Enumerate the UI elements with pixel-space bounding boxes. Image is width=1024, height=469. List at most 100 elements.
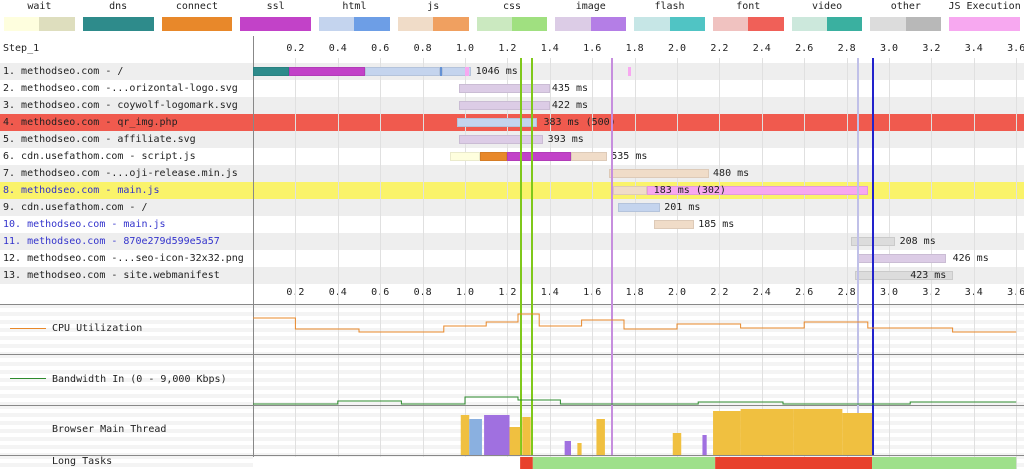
legend-swatch-dark bbox=[905, 17, 942, 31]
request-bar[interactable] bbox=[365, 67, 440, 76]
request-time: 435 ms bbox=[551, 83, 589, 94]
legend-swatch bbox=[949, 17, 1020, 31]
grid-line bbox=[846, 58, 848, 469]
legend-swatch bbox=[82, 17, 154, 31]
legend-swatch bbox=[161, 17, 233, 31]
request-label[interactable]: 13. methodseo.com - site.webmanifest bbox=[3, 270, 220, 281]
request-time: 383 ms (500) bbox=[543, 117, 616, 128]
request-bar[interactable] bbox=[458, 84, 550, 93]
request-bar[interactable] bbox=[609, 169, 709, 178]
request-bar[interactable] bbox=[458, 101, 550, 110]
legend-swatch bbox=[4, 17, 75, 31]
request-label[interactable]: 8. methodseo.com - main.js bbox=[3, 185, 160, 196]
graph-stripe bbox=[0, 378, 1024, 382]
request-bar[interactable] bbox=[653, 220, 694, 229]
request-bar[interactable] bbox=[289, 67, 366, 76]
legend-item: video bbox=[788, 0, 867, 36]
section-divider bbox=[0, 455, 1024, 456]
request-bar[interactable] bbox=[458, 135, 544, 144]
tick-label-top: 2.0 bbox=[667, 43, 687, 54]
table-row bbox=[0, 250, 1024, 267]
legend-swatch-light bbox=[476, 17, 512, 31]
tick-label-top: 1.8 bbox=[625, 43, 644, 54]
request-label[interactable]: 11. methodseo.com - 870e279d599e5a57 bbox=[3, 236, 220, 247]
table-row bbox=[0, 165, 1024, 182]
tick-label-top: 2.8 bbox=[837, 43, 856, 54]
legend-swatch-light bbox=[791, 17, 828, 31]
legend-swatch-light bbox=[712, 17, 749, 31]
table-row bbox=[0, 216, 1024, 233]
graph-label: Bandwidth In (0 - 9,000 Kbps) bbox=[0, 373, 253, 387]
legend-label: css bbox=[502, 1, 522, 12]
request-bar[interactable] bbox=[441, 67, 472, 76]
main-thread-activity bbox=[793, 409, 843, 455]
graph-label: CPU Utilization bbox=[0, 322, 253, 336]
legend-item: image bbox=[551, 0, 630, 36]
legend-swatch bbox=[397, 17, 469, 31]
tick-label-top: 3.2 bbox=[922, 43, 941, 54]
main-thread-activity bbox=[460, 415, 470, 455]
request-bar[interactable] bbox=[647, 186, 868, 195]
request-label[interactable]: 5. methodseo.com - affiliate.svg bbox=[3, 134, 196, 145]
request-bar[interactable] bbox=[450, 152, 480, 161]
legend-item: connect bbox=[158, 0, 237, 36]
graph-label: Long Tasks bbox=[0, 455, 253, 469]
legend-swatch-dark bbox=[984, 17, 1020, 31]
request-bar[interactable] bbox=[571, 152, 608, 161]
onload-line bbox=[872, 58, 875, 455]
table-row bbox=[0, 267, 1024, 284]
grid-line bbox=[592, 58, 594, 469]
main-thread-activity bbox=[509, 427, 521, 455]
legend-item: other bbox=[866, 0, 945, 36]
legend-item: wait bbox=[0, 0, 79, 36]
request-label[interactable]: 7. methodseo.com -...oji-release.min.js bbox=[3, 168, 238, 179]
request-bar[interactable] bbox=[253, 67, 290, 76]
request-time: 185 ms bbox=[698, 219, 735, 230]
grid-line bbox=[804, 58, 806, 469]
legend-swatch-dark bbox=[748, 17, 784, 31]
waterfall-chart: Step_1 1. methodseo.com - / 2. methodseo.… bbox=[0, 36, 1024, 469]
request-label[interactable]: 6. cdn.usefathom.com - script.js bbox=[3, 151, 196, 162]
graph-label-text: Browser Main Thread bbox=[52, 424, 167, 435]
request-label[interactable]: 10. methodseo.com - main.js bbox=[3, 219, 166, 230]
legend-label: other bbox=[890, 1, 921, 12]
column-divider bbox=[253, 36, 254, 469]
legend-swatch-light bbox=[949, 17, 985, 31]
request-label[interactable]: 2. methodseo.com -...orizontal-logo.svg bbox=[3, 83, 238, 94]
legend-swatch bbox=[319, 17, 390, 31]
graph-label: Browser Main Thread bbox=[0, 423, 253, 437]
legend-label: image bbox=[575, 1, 606, 12]
legend-swatch-dark bbox=[827, 17, 863, 31]
tick-label-top: 3.0 bbox=[879, 43, 899, 54]
request-label[interactable]: 4. methodseo.com - qr_img.php bbox=[3, 117, 178, 128]
legend-item: font bbox=[709, 0, 788, 36]
graph-stripe bbox=[0, 370, 1024, 374]
tick-label-top: 2.2 bbox=[710, 43, 729, 54]
grid-line bbox=[507, 58, 509, 469]
legend-swatch-light bbox=[397, 17, 434, 31]
request-bar[interactable] bbox=[613, 186, 648, 195]
main-thread-activity bbox=[702, 435, 707, 455]
main-thread-activity bbox=[469, 419, 482, 455]
request-bar[interactable] bbox=[456, 118, 538, 127]
tick-label-top: 0.4 bbox=[328, 43, 347, 54]
step-label: Step_1 bbox=[3, 43, 40, 54]
tick-label-top: 3.6 bbox=[1007, 43, 1024, 54]
graph-stripe bbox=[0, 344, 1024, 348]
legend-swatch-dark bbox=[433, 17, 469, 31]
graph-legend-line bbox=[10, 327, 46, 329]
request-label[interactable]: 3. methodseo.com - coywolf-logomark.svg bbox=[3, 100, 238, 111]
request-label[interactable]: 12. methodseo.com -...seo-icon-32x32.png bbox=[3, 253, 244, 264]
request-bar[interactable] bbox=[479, 152, 508, 161]
request-bar[interactable] bbox=[439, 67, 442, 76]
request-bar[interactable] bbox=[855, 271, 953, 280]
request-bar[interactable] bbox=[617, 203, 661, 212]
section-divider bbox=[0, 304, 1024, 305]
graph-stripe bbox=[0, 413, 1024, 417]
grid-line bbox=[1016, 58, 1018, 469]
request-label[interactable]: 1. methodseo.com - / bbox=[3, 66, 124, 77]
request-time: 393 ms bbox=[547, 134, 584, 145]
request-label[interactable]: 9. cdn.usefathom.com - / bbox=[3, 202, 148, 213]
main-thread-activity bbox=[713, 411, 741, 455]
request-bar[interactable] bbox=[507, 152, 571, 161]
